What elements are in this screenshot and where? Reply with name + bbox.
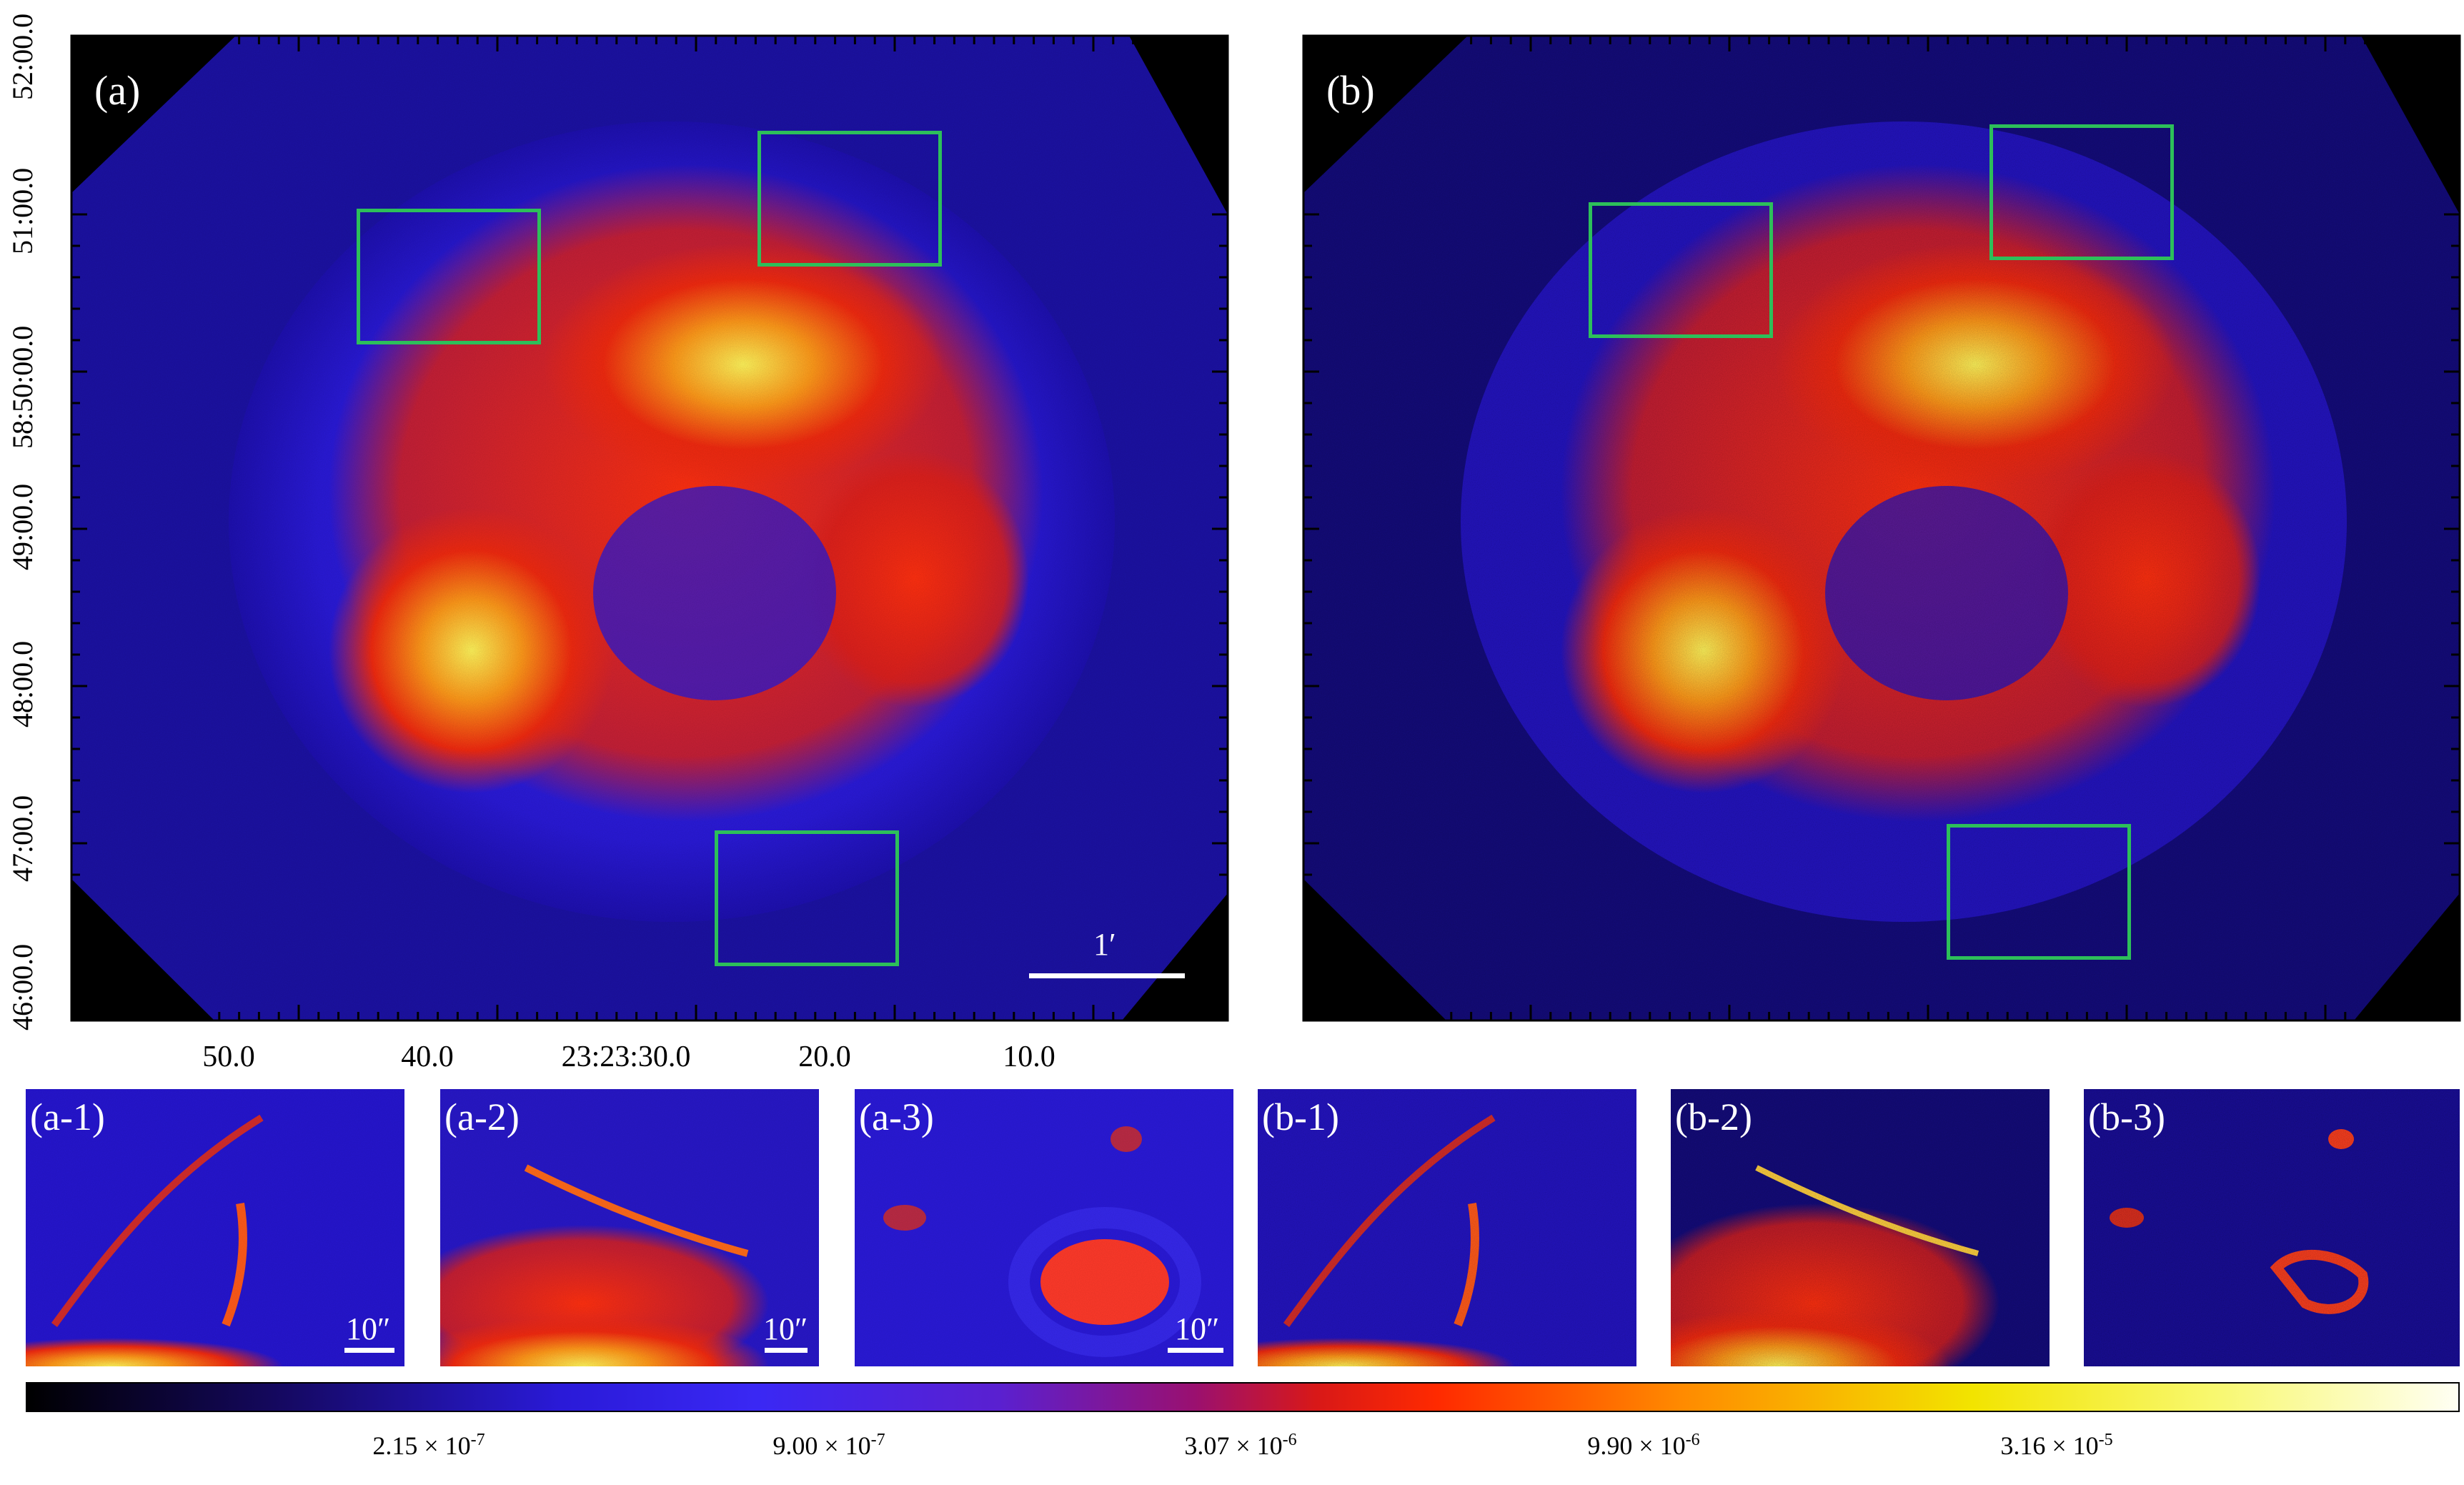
inset-a2-scale-label: 10″ [763, 1311, 808, 1346]
colorbar-label: 3.07 × 10-6 [1184, 1431, 1297, 1460]
scale-bar-a [1029, 973, 1185, 978]
x-tick-label: 50.0 [202, 1041, 255, 1073]
colorbar [26, 1382, 2460, 1412]
inset-a1: (a-1) 10″ [26, 1089, 404, 1366]
y-tick-label: 48:00.0 [6, 640, 39, 727]
inset-b1: (b-1) [1258, 1089, 1636, 1366]
zoom-box-a1 [357, 209, 541, 344]
inset-b3-label: (b-3) [2088, 1096, 2165, 1138]
y-tick-label: 51:00.0 [6, 167, 39, 254]
panel-a-label: (a) [94, 67, 141, 114]
inset-b1-label: (b-1) [1262, 1096, 1339, 1138]
panel-b-label: (b) [1326, 67, 1375, 114]
inset-a2-label: (a-2) [444, 1096, 520, 1138]
x-tick-label: 10.0 [1003, 1041, 1055, 1073]
panel-b-image: (b) [1303, 36, 2460, 1020]
inset-a2-scale-bar [765, 1348, 808, 1353]
inset-b3: (b-3) [2084, 1089, 2460, 1366]
axis-frame-ticks [70, 34, 2461, 1022]
inset-a3-scale-label: 10″ [1175, 1311, 1220, 1346]
y-tick-label: 58:50:00.0 [6, 325, 39, 449]
x-tick-label: 40.0 [401, 1041, 454, 1073]
inset-a2: (a-2) 10″ [440, 1089, 819, 1366]
inset-a3-label: (a-3) [859, 1096, 934, 1138]
y-tick-label: 47:00.0 [6, 795, 39, 882]
inset-a3: (a-3) 10″ [855, 1089, 1233, 1366]
inset-a3-scale-bar [1168, 1348, 1223, 1353]
inset-b2: (b-2) [1671, 1089, 2050, 1366]
y-tick-label: 46:00.0 [6, 943, 39, 1030]
panel-a-image: (a) 1′ [71, 36, 1228, 1020]
y-tick-label: 52:00.0 [6, 13, 39, 100]
zoom-box-b2 [1989, 124, 2174, 260]
zoom-box-b1 [1589, 202, 1773, 338]
zoom-box-a2 [757, 131, 942, 267]
scale-label-a: 1′ [1093, 927, 1116, 962]
inset-b2-label: (b-2) [1675, 1096, 1752, 1138]
colorbar-label: 3.16 × 10-5 [2000, 1431, 2113, 1460]
inset-a1-scale-label: 10″ [346, 1311, 391, 1346]
x-tick-label: 23:23:30.0 [561, 1041, 691, 1073]
colorbar-label: 2.15 × 10-7 [372, 1431, 485, 1460]
colorbar-label: 9.00 × 10-7 [773, 1431, 885, 1460]
zoom-box-b3 [1947, 824, 2131, 960]
colorbar-label: 9.90 × 10-6 [1587, 1431, 1700, 1460]
inset-a1-label: (a-1) [30, 1096, 105, 1138]
zoom-box-a3 [715, 830, 899, 966]
y-tick-label: 49:00.0 [6, 483, 39, 570]
inset-a1-scale-bar [344, 1348, 394, 1353]
x-tick-label: 20.0 [798, 1041, 851, 1073]
